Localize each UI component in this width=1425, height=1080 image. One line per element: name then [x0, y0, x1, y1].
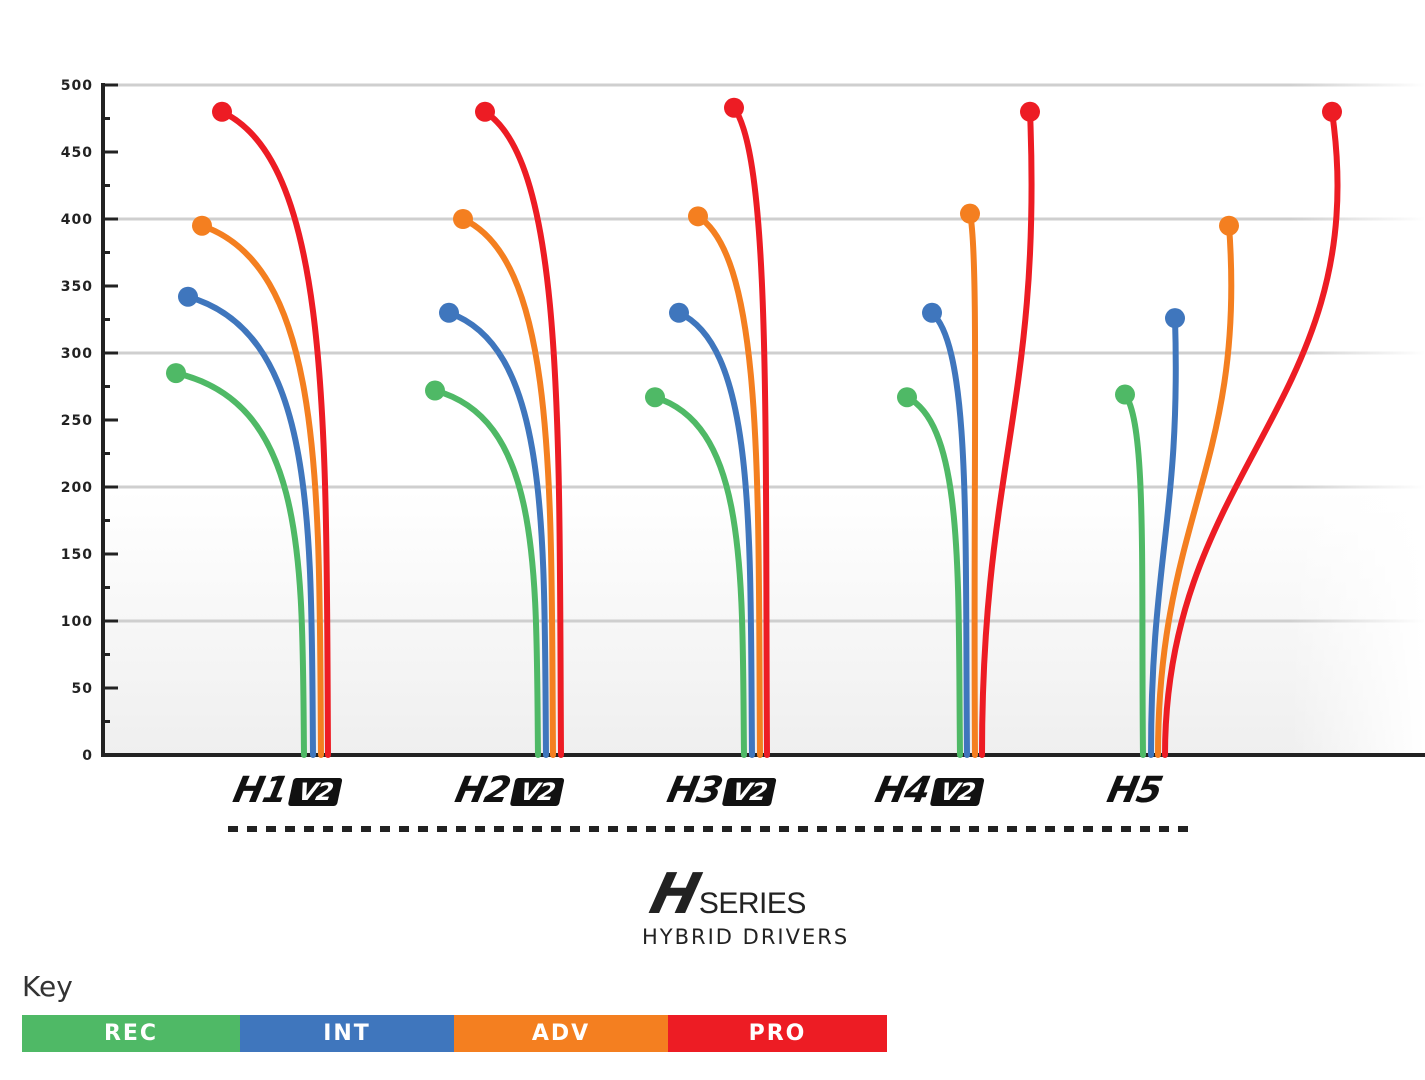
flight-path-pro — [979, 108, 1035, 758]
flight-path-int — [929, 309, 970, 758]
legend-int: INT — [240, 1015, 454, 1052]
y-tick-label: 400 — [61, 212, 93, 228]
y-tick-label: 200 — [61, 480, 93, 496]
y-tick-label: 150 — [61, 547, 93, 563]
endpoint-rec — [897, 387, 917, 408]
endpoint-rec — [1115, 384, 1135, 405]
endpoint-adv — [960, 203, 980, 224]
version-badge: V2 — [287, 778, 344, 806]
flight-path-rec — [1122, 391, 1146, 758]
product-name: H1 — [229, 770, 292, 811]
fade-overlay — [1290, 70, 1425, 770]
endpoint-adv — [688, 206, 708, 227]
endpoint-rec — [645, 387, 665, 408]
y-tick-label: 500 — [61, 78, 93, 94]
logo-word: SERIES — [698, 887, 807, 920]
endpoint-rec — [166, 363, 186, 384]
y-tick-label: 50 — [72, 681, 93, 697]
y-tick-label: 250 — [61, 413, 93, 429]
h-series-logo: HSERIES — [644, 862, 872, 927]
product-label: H5 — [1104, 770, 1166, 811]
flight-path-rec — [173, 370, 307, 758]
endpoint-int — [669, 302, 689, 323]
product-name: H2 — [451, 770, 514, 811]
product-label: H2 V2 — [452, 770, 567, 811]
y-tick-label: 100 — [61, 614, 93, 630]
flight-path-rec — [652, 394, 747, 758]
endpoint-rec — [425, 380, 445, 401]
flight-path-pro — [482, 108, 564, 758]
flight-path-int — [676, 309, 755, 758]
product-label: H3 V2 — [664, 770, 779, 811]
legend-pro: PRO — [668, 1015, 887, 1052]
flight-path-adv — [460, 216, 556, 758]
endpoint-adv — [1219, 215, 1239, 236]
flight-path-adv — [967, 210, 979, 758]
product-label: H1 V2 — [230, 770, 345, 811]
endpoint-adv — [453, 209, 473, 229]
version-badge: V2 — [721, 778, 778, 806]
logo-subtitle: HYBRID DRIVERS — [642, 925, 850, 949]
endpoint-pro — [1020, 101, 1040, 122]
endpoint-adv — [192, 215, 212, 236]
product-label: H4 V2 — [872, 770, 987, 811]
endpoint-pro — [475, 101, 495, 122]
legend-adv: ADV — [454, 1015, 668, 1052]
flight-path-pro — [1162, 108, 1341, 758]
flight-path-int — [185, 293, 316, 758]
flight-path-adv — [695, 213, 763, 758]
product-name: H3 — [663, 770, 726, 811]
flight-path-rec — [432, 387, 541, 758]
flight-path-adv — [199, 222, 324, 758]
endpoint-pro — [1322, 101, 1342, 122]
y-tick-label: 300 — [61, 346, 93, 362]
legend-rec: REC — [22, 1015, 240, 1052]
key-legend: REC INT ADV PRO — [22, 1015, 887, 1052]
key-title: Key — [22, 970, 73, 1003]
flight-path-adv — [1155, 222, 1235, 758]
endpoint-pro — [724, 97, 744, 118]
logo-mark: H — [643, 862, 707, 927]
flight-path-rec — [904, 394, 963, 758]
flight-path-int — [446, 309, 549, 758]
endpoint-int — [922, 302, 942, 323]
dotted-divider — [228, 826, 1194, 832]
endpoint-int — [439, 302, 459, 323]
endpoint-pro — [212, 101, 232, 122]
flight-chart: 0 50 100 150 200 250 300 350 400 450 500 — [61, 70, 1425, 770]
flight-path-pro — [219, 108, 331, 758]
version-badge: V2 — [509, 778, 566, 806]
endpoint-int — [178, 286, 198, 307]
product-name: H4 — [871, 770, 934, 811]
y-tick-label: 0 — [82, 748, 93, 764]
flight-path-int — [1148, 315, 1179, 758]
version-badge: V2 — [929, 778, 986, 806]
y-tick-label: 450 — [61, 145, 93, 161]
product-name: H5 — [1103, 770, 1166, 811]
flight-path-pro — [731, 104, 770, 758]
y-tick-label: 350 — [61, 279, 93, 295]
endpoint-int — [1165, 308, 1185, 329]
